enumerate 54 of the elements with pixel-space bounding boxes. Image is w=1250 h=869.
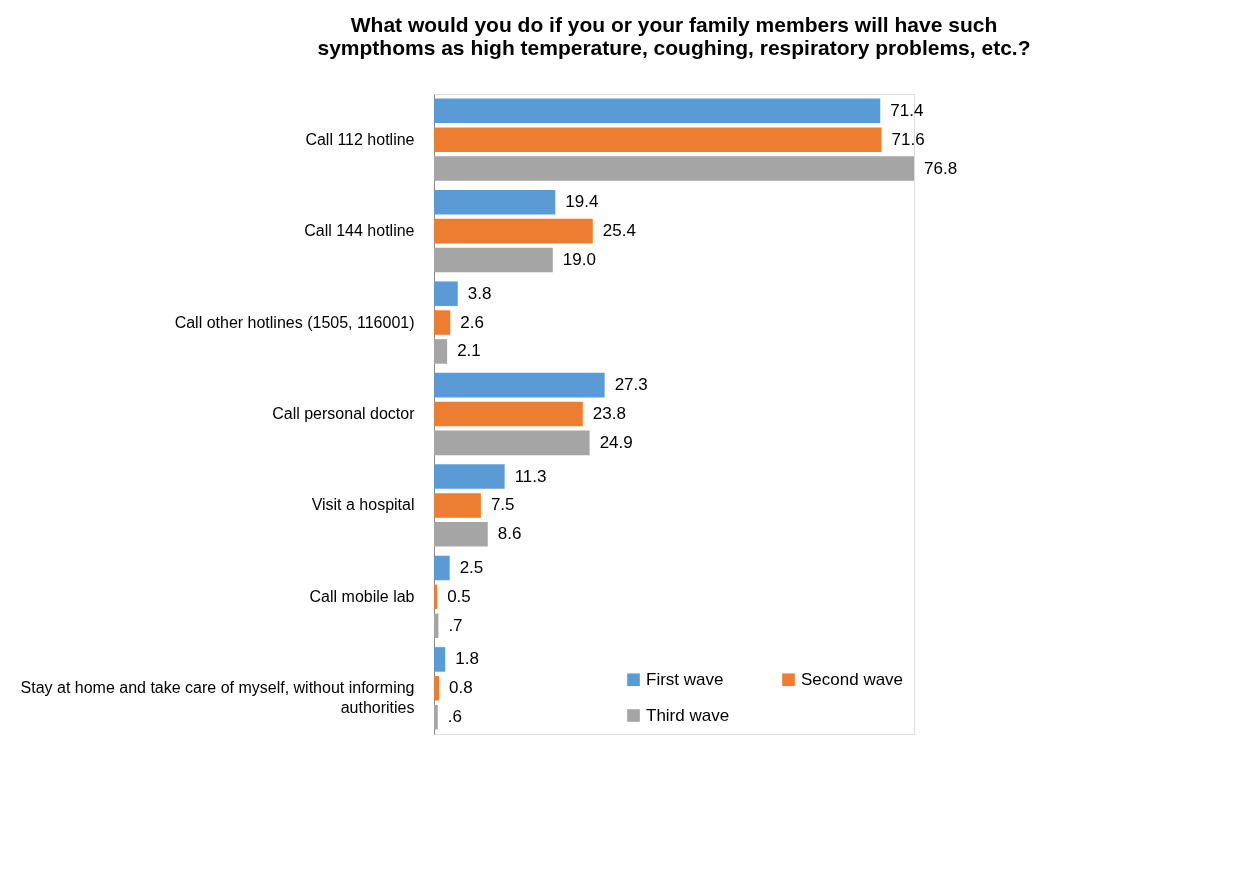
bar bbox=[434, 310, 451, 335]
bar bbox=[434, 401, 583, 427]
bar bbox=[434, 676, 439, 701]
data-label: 25.4 bbox=[602, 221, 636, 241]
bar bbox=[434, 127, 882, 152]
bar bbox=[434, 247, 553, 273]
bar bbox=[434, 430, 590, 456]
bar bbox=[434, 98, 881, 124]
data-label: 71.4 bbox=[890, 100, 924, 120]
text: What would you do if you or your family members will have such bbox=[350, 13, 998, 36]
data-label: 8.6 bbox=[497, 524, 522, 544]
data-label: 71.6 bbox=[891, 129, 925, 149]
data-label: 23.8 bbox=[592, 404, 626, 423]
y-tick-label: Call personal doctor bbox=[272, 405, 416, 422]
data-label: 2.1 bbox=[457, 341, 481, 361]
data-label: 3.8 bbox=[467, 283, 492, 303]
bar bbox=[434, 584, 438, 610]
bar bbox=[434, 218, 593, 244]
bar bbox=[434, 339, 448, 364]
bar bbox=[434, 156, 914, 181]
data-label: 1.8 bbox=[455, 649, 479, 669]
bar bbox=[434, 704, 438, 730]
legend-label: Third wave bbox=[646, 705, 730, 725]
bar bbox=[434, 190, 556, 215]
bar bbox=[434, 647, 446, 672]
bar bbox=[434, 464, 505, 489]
bar bbox=[434, 522, 488, 547]
legend-label: First wave bbox=[646, 669, 724, 689]
text: sympthoms as high temperature, coughing, respiratory problems, etc.? bbox=[317, 36, 1031, 59]
y-tick-label: Visit a hospital bbox=[311, 496, 415, 514]
data-label: 2.5 bbox=[459, 557, 484, 577]
data-label: 11.3 bbox=[514, 466, 547, 486]
y-tick-label: Call 112 hotline bbox=[305, 130, 415, 148]
data-label: 0.8 bbox=[449, 678, 473, 698]
data-label: 2.6 bbox=[460, 312, 484, 332]
y-tick-label: Call 144 hotline bbox=[304, 222, 415, 240]
data-label: 7.5 bbox=[490, 495, 515, 515]
data-label: 76.8 bbox=[924, 158, 958, 178]
legend-label: Second wave bbox=[801, 669, 904, 689]
bar bbox=[434, 281, 458, 306]
data-label: 24.9 bbox=[599, 432, 633, 452]
bar bbox=[434, 613, 439, 638]
bar bbox=[434, 493, 481, 518]
data-label: 0.5 bbox=[447, 586, 471, 606]
y-tick-label: Call mobile lab bbox=[309, 587, 415, 605]
data-label: 27.3 bbox=[614, 375, 648, 395]
bar bbox=[434, 372, 605, 398]
y-tick-label: Call other hotlines (1505, 116001) bbox=[174, 313, 415, 331]
data-label: 19.0 bbox=[562, 250, 596, 270]
bar bbox=[434, 555, 450, 581]
data-label: .6 bbox=[447, 707, 462, 727]
y-tick-label: Stay at home and take care of myself, without informing authorities bbox=[20, 679, 415, 717]
data-label: .7 bbox=[448, 615, 463, 635]
data-label: 19.4 bbox=[565, 192, 599, 212]
